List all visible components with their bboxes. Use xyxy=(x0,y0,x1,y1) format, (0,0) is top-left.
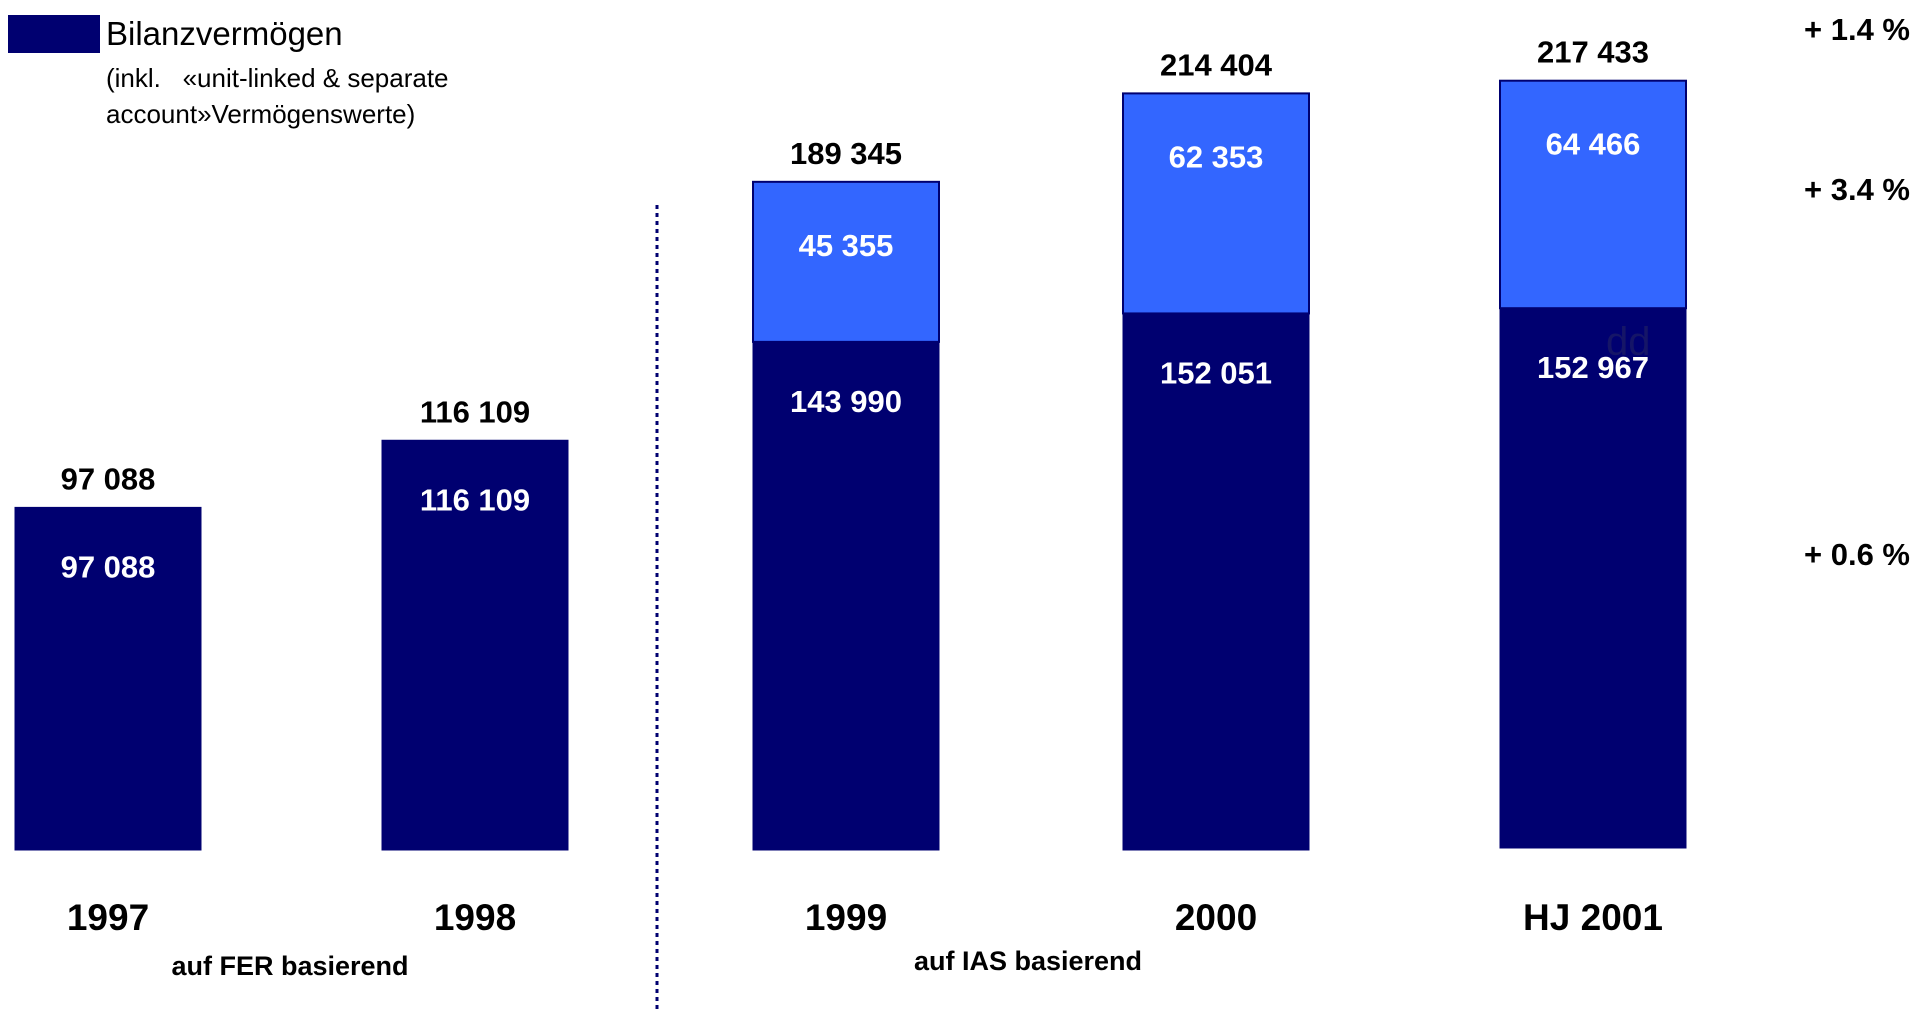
growth-label-base: + 0.6 % xyxy=(1804,537,1910,572)
bar-base-2 xyxy=(752,341,940,851)
x-tick-label-1: 1998 xyxy=(434,897,516,938)
legend-swatch xyxy=(8,15,100,53)
bar-total-label-2: 189 345 xyxy=(790,136,902,171)
bar-base-label-1: 116 109 xyxy=(420,482,530,517)
legend-note-line1: (inkl. «unit-linked & separate xyxy=(106,63,449,93)
x-tick-label-3: 2000 xyxy=(1175,897,1257,938)
bar-top-3 xyxy=(1122,92,1310,315)
group-label-ias: auf IAS basierend xyxy=(914,946,1142,976)
bar-total-label-3: 214 404 xyxy=(1160,47,1273,82)
bar-top-4 xyxy=(1499,79,1687,310)
x-tick-label-2: 1999 xyxy=(805,897,887,938)
bar-base-label-2: 143 990 xyxy=(790,384,902,419)
bar-base-1 xyxy=(381,439,569,851)
bar-top-2 xyxy=(752,180,940,343)
bar-total-label-4: 217 433 xyxy=(1537,35,1649,70)
growth-label-total: + 1.4 % xyxy=(1804,12,1910,47)
bar-base-4 xyxy=(1499,307,1687,849)
bar-top-label-2: 45 355 xyxy=(799,228,894,263)
bar-base-label-3: 152 051 xyxy=(1160,355,1272,390)
bars-group: 97 088 97 088 1997 116 109 116 109 1998 45 355… xyxy=(14,35,1687,938)
bar-top-label-4: 64 466 xyxy=(1546,127,1641,162)
group-labels: auf FER basierend auf IAS basierend xyxy=(171,946,1142,981)
bar-total-label-0: 97 088 xyxy=(61,461,156,496)
group-label-fer: auf FER basierend xyxy=(171,951,408,981)
growth-labels: + 1.4 % + 3.4 % + 0.6 % xyxy=(1804,12,1910,572)
legend: Bilanzvermögen (inkl. «unit-linked & sep… xyxy=(8,15,449,129)
bar-base-3 xyxy=(1122,312,1310,851)
x-tick-label-4: HJ 2001 xyxy=(1523,897,1663,938)
legend-note-line2: account»Vermögenswerte) xyxy=(106,99,415,129)
x-tick-label-0: 1997 xyxy=(67,897,149,938)
bar-base-label-0: 97 088 xyxy=(61,549,156,584)
bar-base-label-4: 152 967 xyxy=(1537,350,1649,385)
growth-label-top: + 3.4 % xyxy=(1804,172,1910,207)
legend-title: Bilanzvermögen xyxy=(106,15,343,52)
bar-total-label-1: 116 109 xyxy=(420,394,530,429)
stray-mark: dd xyxy=(1606,320,1651,364)
bar-base-0 xyxy=(14,506,202,851)
bar-top-label-3: 62 353 xyxy=(1169,139,1264,174)
